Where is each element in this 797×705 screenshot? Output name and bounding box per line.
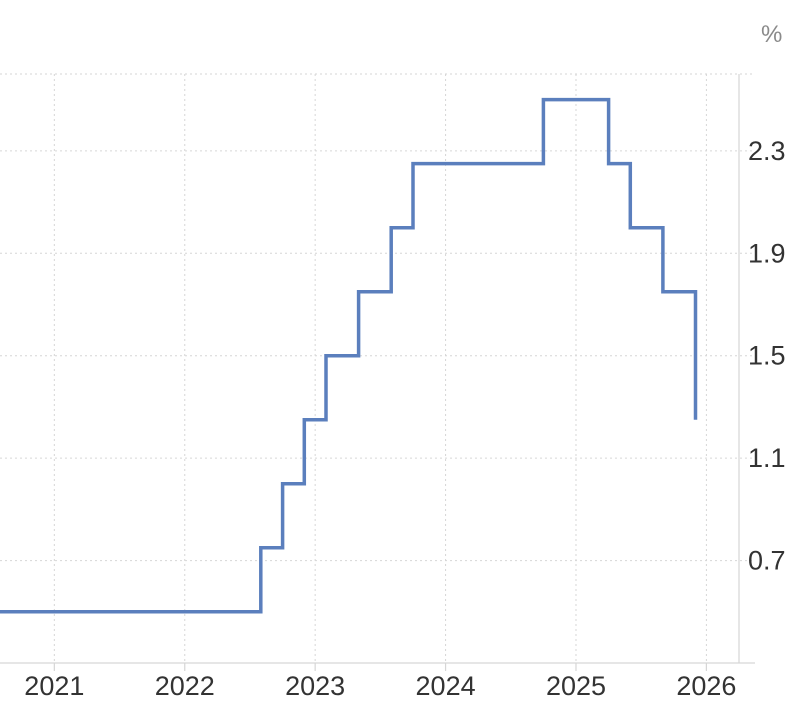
- y-tick-label: 1.5: [748, 341, 786, 371]
- series-line: [0, 97, 698, 614]
- y-axis-tick-labels: 0.7 1.1 1.5 1.9 2.3: [748, 136, 786, 576]
- x-tick-label: 2024: [416, 671, 476, 701]
- x-axis-tick-labels: 2021 2022 2023 2024 2025 2026: [24, 671, 736, 701]
- y-tick-label: 1.1: [748, 443, 786, 473]
- x-tick-label: 2026: [676, 671, 736, 701]
- x-tick-label: 2021: [24, 671, 84, 701]
- y-tick-label: 0.7: [748, 546, 786, 576]
- x-tick-label: 2022: [155, 671, 215, 701]
- gridlines: [0, 73, 755, 663]
- y-unit-label: %: [761, 21, 782, 48]
- series-layer: [0, 97, 698, 614]
- y-tick-label: 2.3: [748, 136, 786, 166]
- y-tick-label: 1.9: [748, 238, 786, 268]
- x-tick-label: 2025: [546, 671, 606, 701]
- x-tick-label: 2023: [285, 671, 345, 701]
- axes: [0, 74, 755, 671]
